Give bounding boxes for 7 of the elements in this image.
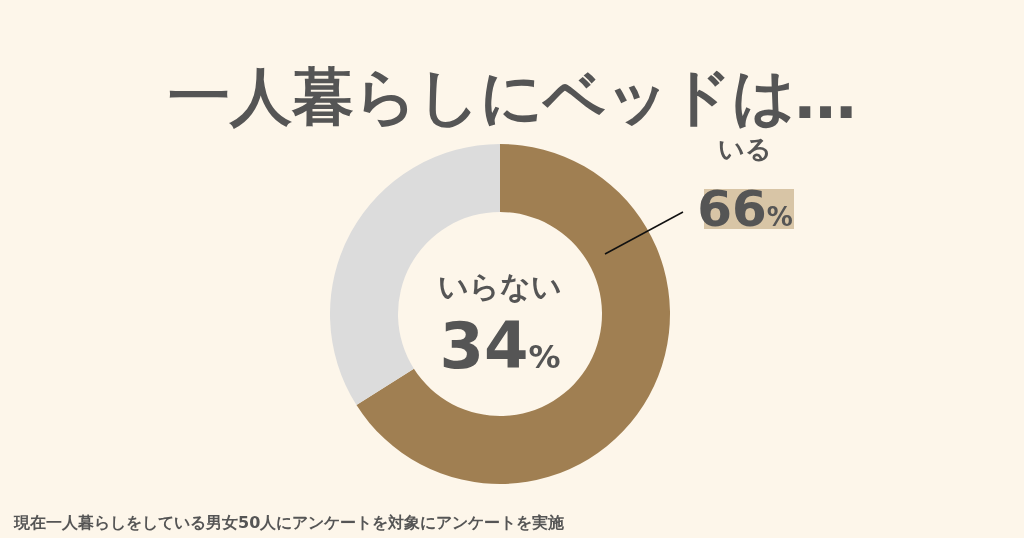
data-label: 34% — [439, 309, 561, 383]
donut-slice — [356, 144, 670, 484]
chart-title: 一人暮らしにベッドは… — [167, 60, 857, 133]
slice-label: いらない — [438, 269, 562, 304]
slice-label: いる — [718, 134, 772, 164]
text: 現在一人暮らしをしている男女50人にアンケートを対象にアンケートを実施 — [13, 513, 566, 532]
data-label: 66% — [697, 180, 793, 238]
